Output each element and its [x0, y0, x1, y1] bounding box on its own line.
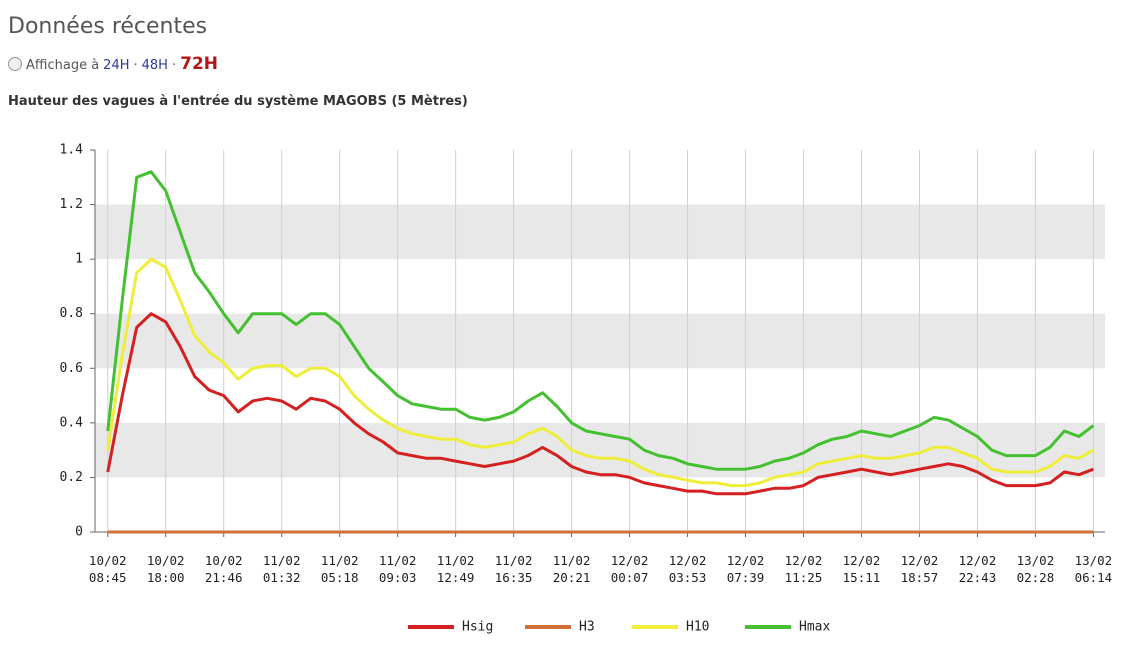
chart-title: Hauteur des vagues à l'entrée du système…	[8, 94, 468, 109]
display-prefix: Affichage à	[26, 58, 100, 73]
y-tick-label: 0.4	[60, 415, 84, 430]
series-line	[106, 257, 1095, 488]
x-tick-label: 12/02 00:07	[610, 553, 649, 585]
x-tick-label: 11/02 09:03	[378, 553, 417, 585]
x-tick-label: 11/02 20:21	[552, 553, 591, 585]
y-tick-label: 1.4	[60, 143, 84, 158]
series-line	[106, 312, 1094, 496]
grid-band	[95, 204, 1105, 260]
grid-band	[95, 422, 1105, 478]
x-tick-label: 13/02 06:14	[1074, 553, 1113, 585]
option-link[interactable]: 48H	[141, 58, 168, 73]
x-tick-label: 11/02 01:32	[262, 553, 301, 585]
x-tick-label: 12/02 15:11	[842, 553, 881, 585]
x-tick-label: 10/02 08:45	[88, 553, 127, 585]
y-tick-label: 0.6	[60, 361, 83, 376]
series-line	[106, 170, 1095, 471]
legend-label: H3	[579, 620, 595, 635]
x-tick-label: 12/02 07:39	[726, 553, 765, 585]
x-tick-label: 11/02 16:35	[494, 553, 533, 585]
y-tick-label: 1.2	[60, 197, 83, 212]
x-tick-label: 13/02 02:28	[1016, 553, 1055, 585]
x-tick-label: 12/02 03:53	[668, 553, 707, 585]
x-tick-label: 10/02 18:00	[146, 553, 185, 585]
grid-band	[95, 313, 1105, 369]
x-tick-label: 11/02 05:18	[320, 553, 359, 585]
page-title: Données récentes	[8, 14, 208, 39]
x-tick-label: 12/02 11:25	[784, 553, 823, 585]
legend-label: Hmax	[799, 620, 830, 635]
option-current[interactable]: 72H	[180, 54, 218, 74]
x-tick-label: 12/02 18:57	[900, 553, 939, 585]
separator: ·	[171, 58, 177, 73]
y-tick-label: 0.8	[60, 306, 83, 321]
legend-label: Hsig	[462, 620, 493, 635]
x-tick-label: 10/02 21:46	[204, 553, 243, 585]
y-tick-label: 0.2	[60, 470, 83, 485]
clock-icon	[8, 57, 22, 71]
separator: ·	[133, 58, 138, 73]
option-link[interactable]: 24H	[103, 58, 130, 73]
display-options: Affichage à 24H · 48H · 72H	[8, 54, 218, 74]
x-tick-label: 11/02 12:49	[436, 553, 475, 585]
y-tick-label: 0	[75, 525, 83, 540]
legend-label: H10	[686, 620, 709, 635]
y-tick-label: 1	[75, 252, 83, 267]
x-tick-label: 12/02 22:43	[958, 553, 997, 585]
